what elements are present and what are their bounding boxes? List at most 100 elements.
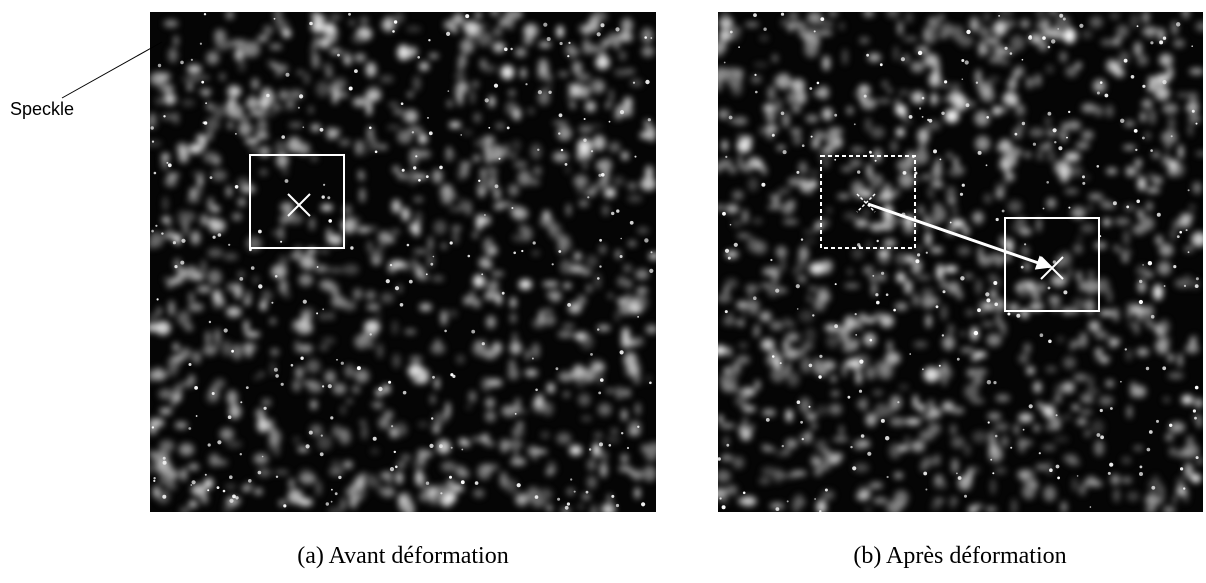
- speckle-dot: [261, 455, 264, 458]
- speckle-blob: [1083, 279, 1099, 294]
- speckle-blob: [1094, 330, 1108, 340]
- speckle-dot: [1079, 23, 1084, 28]
- speckle-blob: [905, 12, 914, 23]
- speckle-blob: [1055, 15, 1071, 29]
- speckle-blob: [940, 304, 948, 321]
- speckle-dot: [1028, 404, 1033, 409]
- speckle-blob: [1042, 444, 1056, 451]
- speckle-dot: [1187, 189, 1190, 192]
- speckle-blob: [855, 365, 861, 379]
- speckle-blob: [357, 226, 371, 234]
- speckle-dot: [753, 13, 757, 17]
- speckle-dot: [1192, 409, 1196, 413]
- speckle-blob: [776, 73, 792, 90]
- speckle-dot: [203, 121, 208, 125]
- speckle-blob: [1130, 381, 1137, 398]
- speckle-blob: [253, 276, 259, 284]
- speckle-blob: [894, 302, 908, 311]
- speckle-blob: [905, 418, 921, 426]
- speckle-dot: [280, 382, 284, 386]
- speckle-blob: [607, 187, 616, 198]
- speckle-dot: [876, 239, 879, 243]
- speckle-dot: [598, 173, 602, 177]
- speckle-blob: [524, 369, 538, 377]
- speckle-blob: [451, 27, 458, 33]
- speckle-blob: [1000, 58, 1010, 66]
- speckle-blob: [904, 435, 910, 446]
- speckle-blob: [283, 168, 288, 176]
- speckle-blob: [614, 38, 620, 50]
- speckle-blob: [1012, 127, 1023, 139]
- speckle-blob: [565, 165, 570, 175]
- speckle-dot: [634, 155, 637, 158]
- speckle-dot: [944, 80, 948, 84]
- speckle-dot: [1021, 58, 1024, 61]
- speckle-blob: [582, 38, 591, 55]
- speckle-blob: [600, 158, 612, 172]
- speckle-dot: [1135, 148, 1138, 152]
- speckle-dot: [151, 229, 154, 233]
- speckle-blob: [740, 162, 754, 173]
- speckle-blob: [452, 13, 465, 25]
- speckle-blob: [574, 332, 585, 340]
- speckle-blob: [995, 182, 1008, 189]
- speckle-blob: [797, 274, 807, 284]
- speckle-blob: [478, 215, 491, 226]
- speckle-blob: [1124, 204, 1136, 211]
- speckle-blob: [329, 234, 343, 246]
- speckle-blob: [816, 405, 829, 416]
- speckle-blob: [995, 188, 1005, 199]
- speckle-blob: [1089, 16, 1103, 28]
- speckle-dot: [1100, 435, 1104, 440]
- speckle-blob: [718, 345, 728, 356]
- speckle-blob: [166, 481, 177, 491]
- speckle-blob: [407, 92, 414, 97]
- speckle-blob: [1088, 193, 1104, 201]
- speckle-blob: [1147, 320, 1155, 330]
- speckle-blob: [352, 385, 360, 394]
- speckle-blob: [1114, 36, 1121, 47]
- speckle-dot: [964, 60, 969, 65]
- speckle-blob: [513, 447, 519, 459]
- speckle-blob: [291, 325, 301, 331]
- speckle-blob: [822, 107, 833, 121]
- speckle-blob: [1086, 388, 1101, 395]
- speckle-blob: [397, 129, 413, 144]
- speckle-dot: [323, 183, 326, 186]
- speckle-blob: [449, 206, 464, 212]
- speckle-dot: [897, 401, 900, 404]
- speckle-blob: [988, 439, 999, 455]
- speckle-blob: [161, 153, 170, 160]
- speckle-blob: [370, 138, 378, 151]
- speckle-blob: [1191, 231, 1203, 247]
- speckle-dot: [1038, 452, 1041, 455]
- speckle-blob: [539, 216, 555, 228]
- speckle-dot: [728, 115, 733, 120]
- speckle-dot: [921, 96, 925, 100]
- speckle-dot: [418, 179, 421, 182]
- speckle-blob: [158, 388, 174, 400]
- speckle-blob: [806, 412, 817, 421]
- speckle-dot: [729, 223, 732, 226]
- speckle-blob: [1137, 176, 1147, 191]
- speckle-dot: [619, 350, 624, 355]
- speckle-dot: [850, 445, 853, 449]
- speckle-blob: [456, 466, 465, 477]
- speckle-dot: [330, 416, 334, 420]
- speckle-dot: [564, 163, 568, 166]
- speckle-blob: [408, 46, 418, 57]
- speckle-blob: [1157, 261, 1172, 276]
- speckle-dot: [166, 161, 169, 164]
- speckle-blob: [1020, 280, 1036, 285]
- speckle-blob: [607, 494, 612, 502]
- speckle-blob: [759, 35, 769, 41]
- speckle-dot: [566, 502, 571, 506]
- speckle-dot: [597, 277, 600, 280]
- speckle-dot: [729, 30, 733, 34]
- speckle-dot: [858, 389, 863, 393]
- speckle-dot: [724, 310, 728, 314]
- speckle-blob: [433, 412, 448, 425]
- speckle-blob: [1116, 24, 1129, 38]
- speckle-blob: [283, 104, 298, 111]
- speckle-blob: [737, 498, 745, 504]
